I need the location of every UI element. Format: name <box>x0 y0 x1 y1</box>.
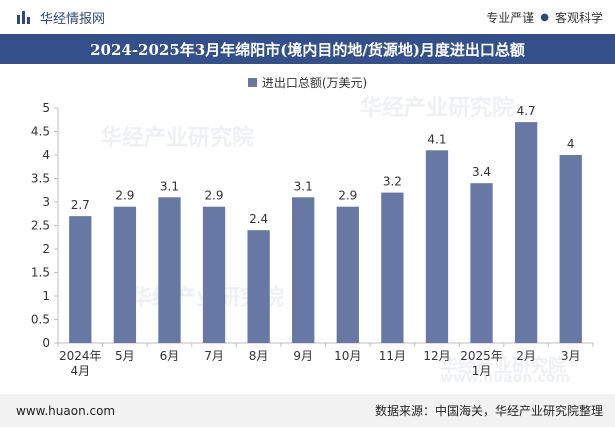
x-tick-label-line: 4月 <box>70 364 90 378</box>
y-tick-label: 2 <box>42 242 50 256</box>
x-tick-label: 3月 <box>561 349 581 363</box>
x-tick-label-line: 7月 <box>204 349 224 363</box>
bar-1 <box>69 216 92 343</box>
bar-value-label: 4 <box>567 137 575 151</box>
x-tick-label-line: 2月 <box>516 349 536 363</box>
footer-source: 数据来源：中国海关，华经产业研究院整理 <box>374 404 603 418</box>
x-tick-label-line: 2024年 <box>59 349 102 363</box>
x-tick-label: 12月 <box>423 349 450 363</box>
bar-logo-icon <box>17 11 30 24</box>
x-tick-label: 2025年 1月 <box>460 349 503 378</box>
x-tick-label-line: 1月 <box>472 364 492 378</box>
bar-7 <box>336 206 359 343</box>
bar-10 <box>470 183 493 343</box>
y-tick-label: 0.5 <box>31 313 50 327</box>
y-tick-label: 0 <box>42 336 50 350</box>
y-tick-label: 1 <box>42 289 50 303</box>
bar-12 <box>559 155 582 343</box>
bar-value-label: 2.9 <box>204 189 223 203</box>
y-tick-label: 2.5 <box>31 219 50 233</box>
bar-value-label: 3.1 <box>160 179 179 193</box>
x-tick-label-line: 2025年 <box>460 349 503 363</box>
y-tick-label: 3.5 <box>31 172 50 186</box>
bar-5 <box>247 230 270 343</box>
bar-3 <box>158 197 181 343</box>
footer-website[interactable]: www.huaon.com <box>16 403 116 418</box>
y-tick-label: 3 <box>42 195 50 209</box>
slogan-dot: ● <box>540 11 549 23</box>
bar-value-label: 2.9 <box>338 189 357 203</box>
bar-8 <box>381 192 404 343</box>
y-tick-label: 4.5 <box>31 125 50 139</box>
chart-legend: 进出口总额(万美元) <box>0 74 615 90</box>
brand: 华经情报网 <box>16 8 105 27</box>
x-tick-label: 5月 <box>115 349 135 363</box>
top-bar: 华经情报网 专业严谨 ● 客观科学 <box>0 0 615 34</box>
slogan: 专业严谨 ● 客观科学 <box>486 9 603 26</box>
slogan-right: 客观科学 <box>554 10 603 25</box>
bar-value-label: 4.1 <box>427 132 446 146</box>
x-tick-label: 11月 <box>379 349 406 363</box>
y-tick-label: 4 <box>42 148 50 162</box>
slogan-left: 专业严谨 <box>486 10 535 25</box>
legend-label: 进出口总额(万美元) <box>261 75 368 90</box>
x-tick-label: 10月 <box>334 349 361 363</box>
x-tick-label: 6月 <box>160 349 180 363</box>
legend-swatch <box>247 77 257 87</box>
bar-6 <box>292 197 315 343</box>
x-tick-label: 2月 <box>516 349 536 363</box>
x-tick-label-line: 8月 <box>249 349 269 363</box>
footer: www.huaon.com 数据来源：中国海关，华经产业研究院整理 <box>0 394 615 427</box>
chart-title: 2024-2025年3月年绵阳市(境内目的地/货源地)月度进出口总额 <box>0 34 615 64</box>
brand-name: 华经情报网 <box>40 11 106 27</box>
x-tick-label-line: 6月 <box>160 349 180 363</box>
bar-value-label: 2.7 <box>71 198 90 212</box>
x-tick-label-line: 3月 <box>561 349 581 363</box>
bar-value-label: 2.4 <box>249 212 268 226</box>
bar-4 <box>202 206 226 343</box>
bar-11 <box>514 122 538 343</box>
bar-value-label: 2.9 <box>115 189 134 203</box>
bar-value-label: 3.1 <box>294 179 313 193</box>
x-tick-label: 8月 <box>249 349 269 363</box>
x-tick-label-line: 11月 <box>379 349 406 363</box>
bar-value-label: 3.2 <box>383 175 402 189</box>
y-tick-label: 5 <box>42 101 50 115</box>
bar-9 <box>425 150 449 343</box>
x-tick-label: 2024年 4月 <box>59 349 102 378</box>
bar-chart: 0 0.5 1 1.5 2 2.5 3 3.5 4 4.5 5 2.7 2024年 4月 2.9 5月 3.1 6… <box>31 101 594 378</box>
y-tick-label: 1.5 <box>31 266 50 280</box>
x-tick-label: 7月 <box>204 349 224 363</box>
bar-2 <box>113 206 137 343</box>
x-tick-label-line: 12月 <box>423 349 450 363</box>
bar-value-label: 3.4 <box>472 165 491 179</box>
x-tick-label-line: 9月 <box>293 349 313 363</box>
bar-value-label: 4.7 <box>517 104 536 118</box>
x-tick-label-line: 10月 <box>334 349 361 363</box>
x-tick-label-line: 5月 <box>115 349 135 363</box>
x-tick-label: 9月 <box>293 349 313 363</box>
